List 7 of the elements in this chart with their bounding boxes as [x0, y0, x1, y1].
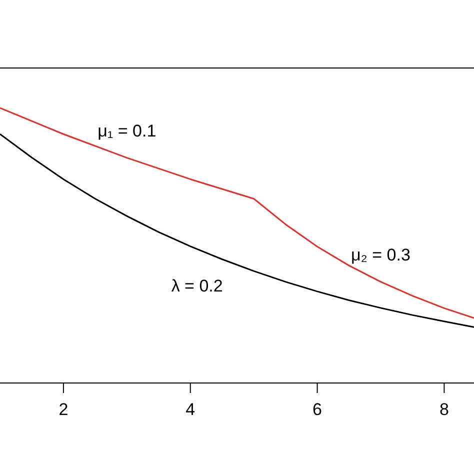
x-tick-label: 6 — [312, 400, 322, 419]
x-tick-label: 2 — [58, 400, 68, 419]
annotation: λ = 0.2 — [171, 276, 223, 296]
x-tick-label: 4 — [186, 400, 196, 419]
annotation: μ₁ = 0.1 — [98, 121, 156, 140]
x-tick-label: 8 — [439, 400, 449, 419]
annotation: μ₂ = 0.3 — [351, 245, 410, 264]
